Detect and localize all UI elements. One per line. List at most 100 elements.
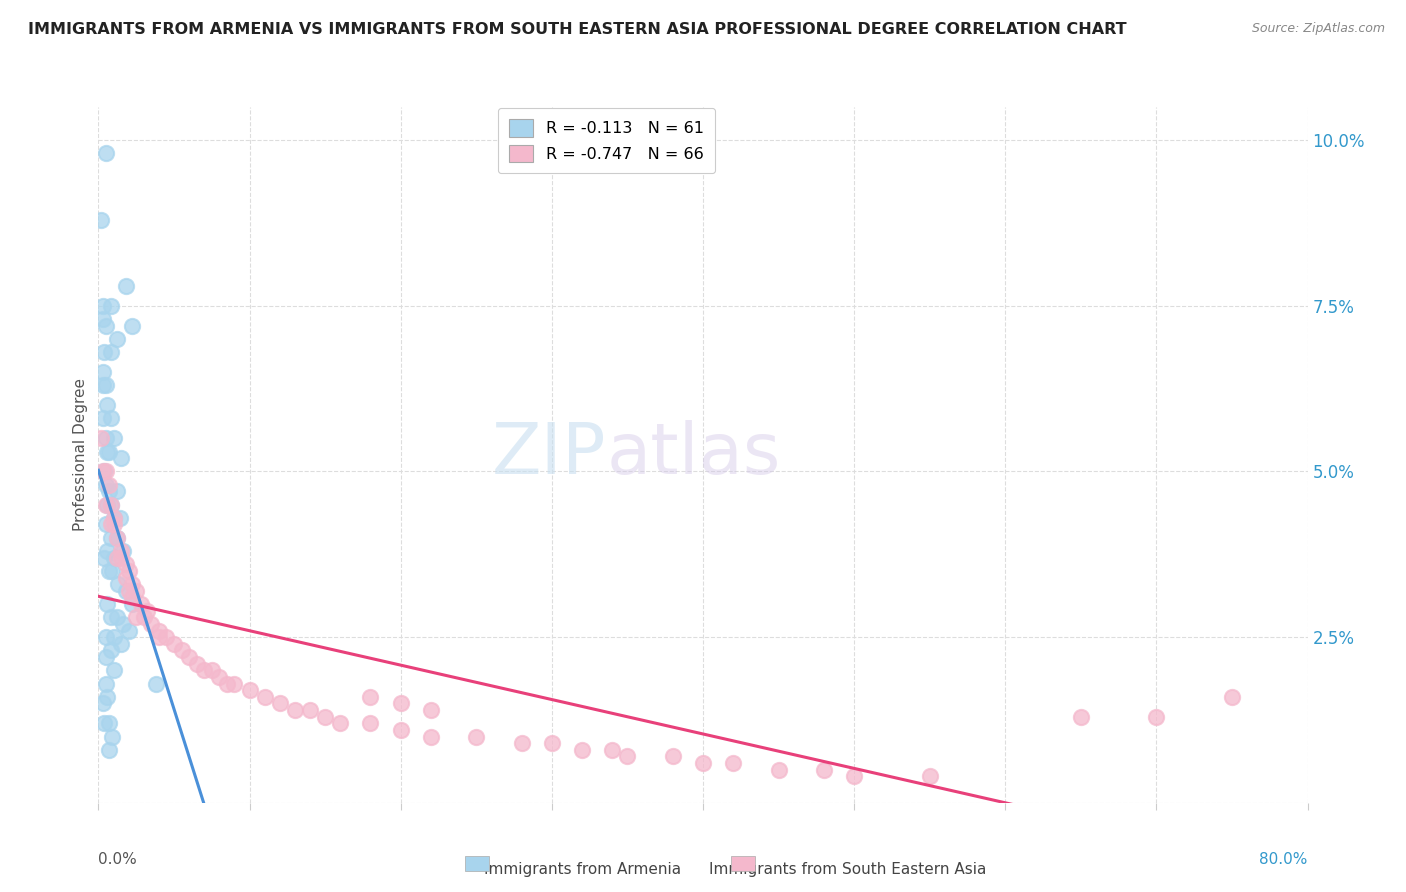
Text: ZIP: ZIP — [492, 420, 606, 490]
Point — [103, 511, 125, 525]
Point — [114, 558, 136, 572]
Point — [91, 312, 114, 326]
Point — [813, 763, 835, 777]
Point — [118, 624, 141, 638]
Point — [100, 517, 122, 532]
Point — [91, 299, 114, 313]
Point — [148, 630, 170, 644]
Point — [103, 511, 125, 525]
Point — [662, 749, 685, 764]
Point — [269, 697, 291, 711]
Point — [100, 299, 122, 313]
Point — [96, 498, 118, 512]
Point — [125, 610, 148, 624]
Point — [121, 597, 143, 611]
Point — [98, 564, 121, 578]
Point — [201, 663, 224, 677]
Point — [571, 743, 593, 757]
Point — [94, 146, 117, 161]
Point — [723, 756, 745, 770]
Point — [100, 498, 122, 512]
Point — [96, 544, 118, 558]
Y-axis label: Professional Degree: Professional Degree — [73, 378, 87, 532]
Point — [918, 769, 941, 783]
Point — [96, 690, 118, 704]
Point — [602, 743, 624, 757]
Point — [844, 769, 866, 783]
Point — [96, 444, 118, 458]
Point — [186, 657, 208, 671]
Point — [360, 690, 382, 704]
Text: 80.0%: 80.0% — [1260, 852, 1308, 866]
Point — [103, 431, 125, 445]
Point — [94, 465, 117, 479]
Point — [105, 531, 128, 545]
Point — [239, 683, 262, 698]
Point — [100, 610, 122, 624]
Point — [314, 709, 336, 723]
Point — [105, 610, 128, 624]
Point — [110, 544, 132, 558]
Point — [98, 444, 121, 458]
Point — [114, 583, 136, 598]
Point — [91, 465, 114, 479]
Point — [141, 616, 163, 631]
Point — [148, 624, 170, 638]
Point — [93, 716, 115, 731]
Point — [110, 451, 132, 466]
Point — [91, 365, 114, 379]
Point — [224, 676, 246, 690]
Point — [94, 378, 117, 392]
Point — [91, 411, 114, 425]
Point — [121, 577, 143, 591]
Point — [208, 670, 231, 684]
Point — [145, 676, 167, 690]
Point — [100, 411, 122, 425]
Point — [103, 517, 125, 532]
Point — [1220, 690, 1243, 704]
Point — [616, 749, 638, 764]
Point — [105, 332, 128, 346]
Point — [98, 484, 121, 499]
Point — [98, 716, 121, 731]
Point — [299, 703, 322, 717]
Point — [100, 498, 122, 512]
Point — [111, 616, 134, 631]
Point — [93, 465, 115, 479]
Point — [1144, 709, 1167, 723]
Point — [170, 643, 193, 657]
Point — [101, 564, 124, 578]
Point — [90, 212, 112, 227]
Point — [110, 550, 132, 565]
Point — [114, 279, 136, 293]
Point — [121, 318, 143, 333]
Point — [107, 577, 129, 591]
Point — [510, 736, 533, 750]
Point — [94, 318, 117, 333]
Point — [103, 663, 125, 677]
Point — [108, 511, 131, 525]
Point — [768, 763, 790, 777]
Point — [94, 630, 117, 644]
Legend: R = -0.113   N = 61, R = -0.747   N = 66: R = -0.113 N = 61, R = -0.747 N = 66 — [498, 108, 714, 173]
Point — [91, 697, 114, 711]
Point — [284, 703, 307, 717]
Point — [110, 637, 132, 651]
Point — [93, 345, 115, 359]
Point — [98, 477, 121, 491]
Point — [163, 637, 186, 651]
Point — [132, 610, 155, 624]
Point — [420, 703, 443, 717]
Point — [90, 431, 112, 445]
Text: 0.0%: 0.0% — [98, 852, 138, 866]
Point — [129, 597, 152, 611]
Point — [100, 643, 122, 657]
Point — [105, 531, 128, 545]
Point — [94, 650, 117, 665]
Text: IMMIGRANTS FROM ARMENIA VS IMMIGRANTS FROM SOUTH EASTERN ASIA PROFESSIONAL DEGRE: IMMIGRANTS FROM ARMENIA VS IMMIGRANTS FR… — [28, 22, 1126, 37]
Text: Immigrants from South Eastern Asia: Immigrants from South Eastern Asia — [710, 862, 987, 877]
Point — [118, 564, 141, 578]
Point — [389, 697, 412, 711]
Point — [1070, 709, 1092, 723]
Point — [98, 743, 121, 757]
